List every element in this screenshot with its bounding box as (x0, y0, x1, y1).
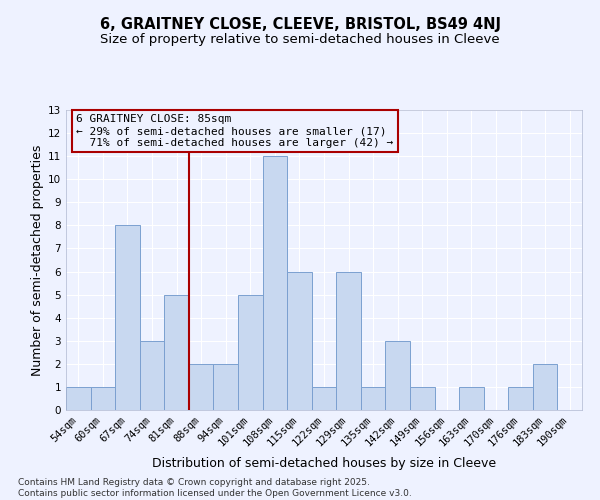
Text: Contains HM Land Registry data © Crown copyright and database right 2025.
Contai: Contains HM Land Registry data © Crown c… (18, 478, 412, 498)
Text: Size of property relative to semi-detached houses in Cleeve: Size of property relative to semi-detach… (100, 32, 500, 46)
Bar (336, 272, 361, 410)
Y-axis label: Number of semi-detached properties: Number of semi-detached properties (31, 144, 44, 376)
Bar (287, 272, 312, 410)
Bar (140, 341, 164, 410)
Text: 6, GRAITNEY CLOSE, CLEEVE, BRISTOL, BS49 4NJ: 6, GRAITNEY CLOSE, CLEEVE, BRISTOL, BS49… (100, 18, 500, 32)
Bar (361, 387, 385, 410)
Bar (189, 364, 214, 410)
Bar (459, 387, 484, 410)
Bar (263, 156, 287, 410)
Bar (410, 387, 434, 410)
X-axis label: Distribution of semi-detached houses by size in Cleeve: Distribution of semi-detached houses by … (152, 457, 496, 470)
Bar (66, 387, 91, 410)
Bar (238, 294, 263, 410)
Bar (164, 294, 189, 410)
Bar (533, 364, 557, 410)
Bar (385, 341, 410, 410)
Bar (312, 387, 336, 410)
Bar (214, 364, 238, 410)
Bar (91, 387, 115, 410)
Text: 6 GRAITNEY CLOSE: 85sqm
← 29% of semi-detached houses are smaller (17)
  71% of : 6 GRAITNEY CLOSE: 85sqm ← 29% of semi-de… (76, 114, 394, 148)
Bar (508, 387, 533, 410)
Bar (115, 226, 140, 410)
